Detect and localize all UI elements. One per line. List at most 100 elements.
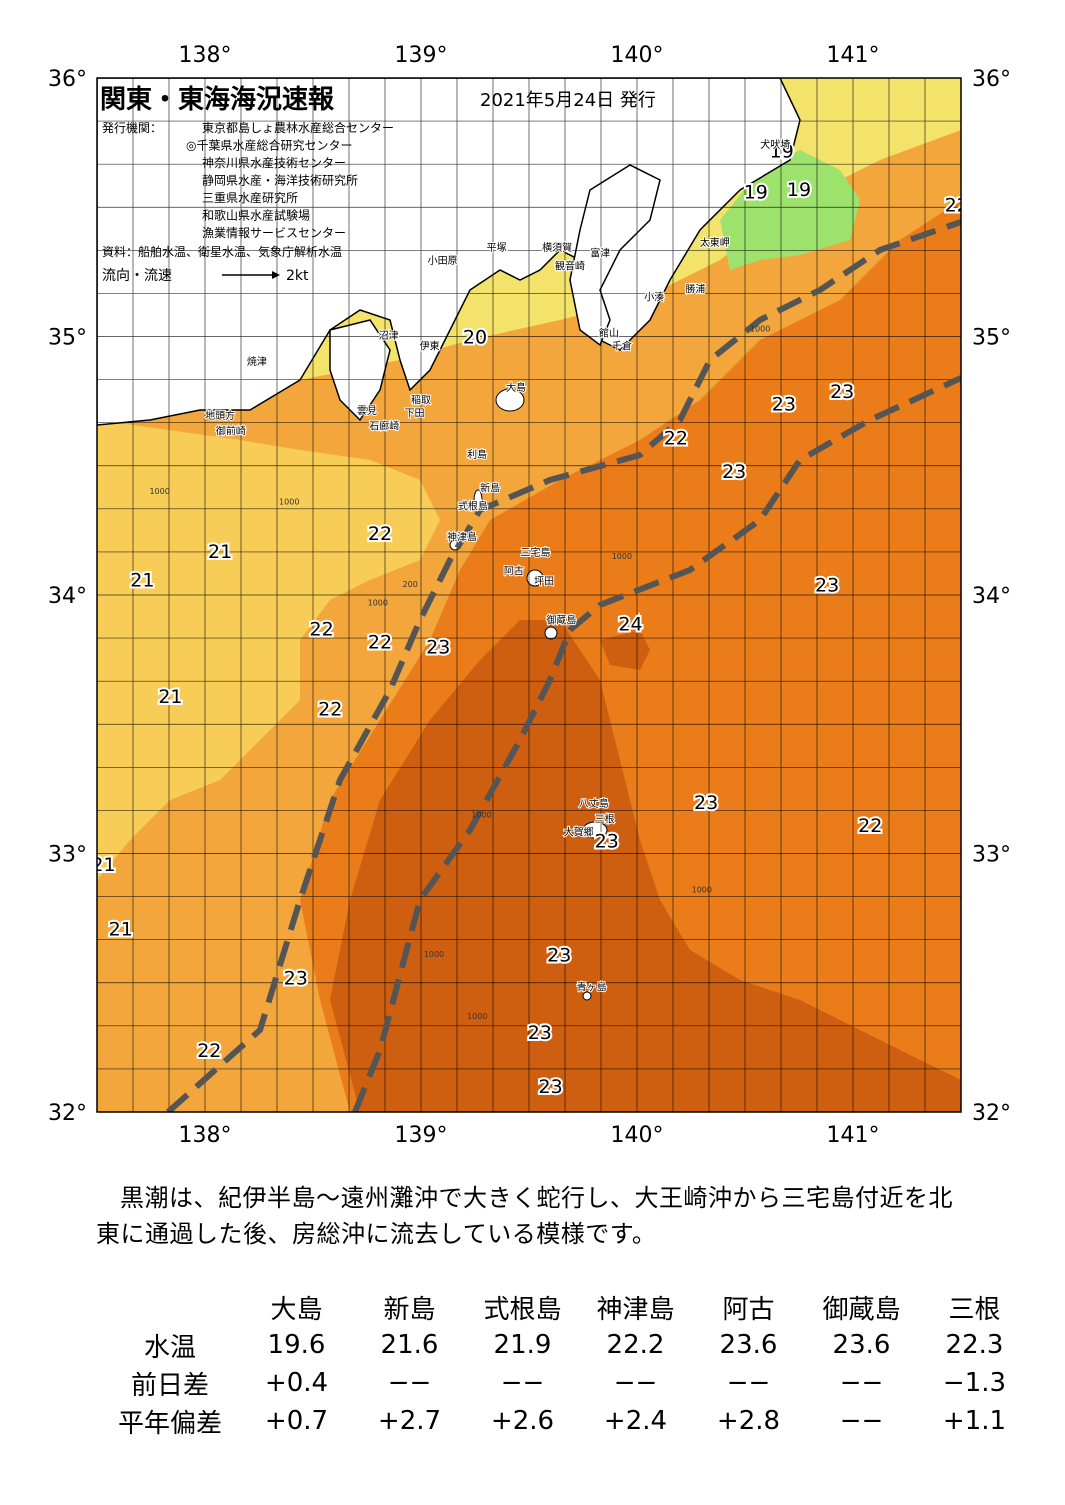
longitude-label: 138° [179,1123,232,1148]
table-row: 前日差 +0.4 −− −− −− −− −− −1.3 [100,1364,1031,1402]
observation-table: 大島 新島 式根島 神津島 阿古 御蔵島 三根 水温 19.6 21.6 21.9 22.2 23.6… [100,1288,1031,1440]
zone-24 [330,620,961,1112]
kuroshio-axis-outer [352,375,961,1112]
station-header-row: 大島 新島 式根島 神津島 阿古 御蔵島 三根 [100,1288,1031,1326]
longitude-labels-bottom: 138° 139° 140° 141° [179,1123,880,1148]
longitude-label: 140° [611,1123,664,1148]
table-cell: 19.6 [267,1330,326,1360]
place-label: 館山 [599,327,619,340]
row-label: 平年偏差 [117,1408,222,1439]
depth-label: 1000 [424,950,444,959]
summary-line-1: 黒潮は、紀伊半島～遠州灘沖で大きく蛇行し、大王崎沖から三宅島付近を北 [120,1184,953,1212]
land-honshu [97,78,801,426]
place-label: 青ヶ島 [577,981,607,994]
table-cell: −− [726,1368,771,1398]
latitude-label: 36° [972,67,1011,92]
issuer-name: 漁業情報サービスセンター [202,226,346,240]
longitude-label: 138° [179,43,232,68]
table-cell: +0.4 [264,1368,329,1398]
table-cell: 23.6 [719,1330,778,1360]
issuer-name: 静岡県水産・海洋技術研究所 [202,173,358,188]
issuer-name: 和歌山県水産試験場 [202,208,310,223]
temperature-label: 19 [744,182,768,204]
place-label: 平塚 [487,242,507,254]
table-cell: +2.8 [716,1406,781,1436]
temperature-label: 21 [208,541,232,563]
temperature-label: 23 [772,394,796,416]
longitude-label: 139° [395,1123,448,1148]
latitude-label: 35° [48,326,87,351]
station-name: 三根 [948,1294,1001,1325]
place-label: 御前崎 [216,425,246,438]
temperature-label: 21 [109,918,133,940]
place-label: 地頭方 [205,409,235,422]
temperature-label: 21 [130,569,154,591]
depth-label: 1000 [612,552,632,561]
temperature-label: 21 [158,686,182,708]
longitude-label: 140° [611,43,664,68]
depth-label: 1000 [368,598,388,607]
temperature-label: 23 [539,1076,563,1098]
place-label: 観音崎 [555,259,585,272]
island-miyake [526,569,544,587]
latitude-label: 36° [48,67,87,92]
table-cell: +1.1 [942,1406,1007,1436]
place-label: 利島 [467,448,487,461]
corner-cell [100,1288,240,1326]
place-label: 神津島 [447,531,477,544]
table-cell: 23.6 [832,1330,891,1360]
table-cell: −− [613,1368,658,1398]
issuer-name: 神奈川県水産技術センター [202,155,346,170]
place-label: 新島 [480,482,500,495]
zone-21 [97,420,440,880]
temperature-label: 21 [91,854,115,876]
place-label: 太東岬 [700,236,730,249]
table-cell: −− [500,1368,545,1398]
place-label: 千倉 [612,339,632,352]
table-cell: +0.7 [264,1406,329,1436]
temperature-label: 22 [945,195,969,217]
temperature-label: 19 [770,140,794,162]
place-label: 焼津 [247,356,267,368]
latitude-labels-right: 36° 35° 34° 33° 32° [972,67,1011,1126]
table-cell: 22.2 [606,1330,665,1360]
longitude-labels-top: 138° 139° 140° 141° [179,43,880,68]
island-mikura [544,626,558,640]
place-label: 石廊崎 [369,420,399,433]
depth-label: 1000 [149,487,169,496]
row-label: 前日差 [130,1370,209,1401]
depth-label: 1000 [471,810,491,819]
temperature-label: 23 [547,944,571,966]
place-label: 八丈島 [579,797,609,810]
flow-legend-scale: 2kt [286,268,309,284]
lat-lon-grid [97,78,961,1112]
table-cell: −− [839,1406,884,1436]
issuer-name: 東京都島しょ農林水産総合センター [202,120,394,135]
station-name: 式根島 [483,1294,562,1325]
latitude-label: 34° [48,584,87,609]
temperature-label: 24 [618,613,642,635]
temperature-label: 23 [722,461,746,483]
latitude-label: 34° [972,584,1011,609]
place-label: 三宅島 [520,546,550,559]
depth-label: 1000 [467,1012,487,1021]
temperature-label: 22 [368,523,392,545]
temperature-label: 19 [787,179,811,201]
temperature-label: 23 [830,381,854,403]
table-cell: −1.3 [942,1368,1007,1398]
temperature-label: 23 [694,792,718,814]
depth-labels: 1000 1000 200 1000 1000 1000 1000 1000 1000 1000 [149,324,770,1021]
place-label: 富津 [590,246,610,259]
table-row: 水温 19.6 21.6 21.9 22.2 23.6 23.6 22.3 [100,1326,1031,1364]
temperature-label: 23 [815,575,839,597]
place-label: 式根島 [458,500,488,513]
temperature-label: 20 [463,327,487,349]
place-label: 阿古 [504,564,524,577]
temperature-label: 22 [310,619,334,641]
station-name: 神津島 [596,1294,675,1325]
place-label: 三根 [595,812,615,825]
place-label: 大賀郷 [564,825,594,838]
